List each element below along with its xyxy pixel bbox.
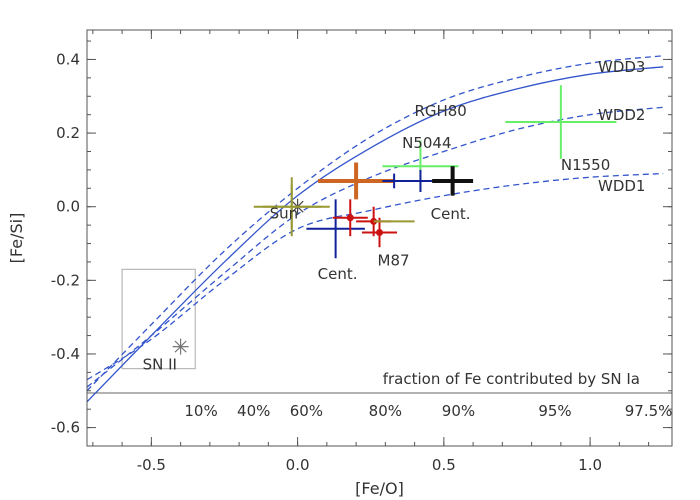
data-point-8 xyxy=(432,166,474,196)
x-tick-label-4: 1.0 xyxy=(578,456,602,474)
fraction-tick-2: 40% xyxy=(237,402,270,420)
point-label-4: N5044 xyxy=(402,134,451,152)
y-tick-label-2: -0.4 xyxy=(51,345,80,363)
point-label-5: RGH80 xyxy=(414,102,466,120)
curve-label-wdd2: WDD2 xyxy=(598,106,645,124)
annotations: Sun N5044 RGH80 Cent. N1550 Cent. M87 SN II WDD3… xyxy=(143,58,673,420)
point-label-8: Cent. xyxy=(431,205,471,223)
fraction-tick-5: 90% xyxy=(442,402,475,420)
fraction-tick-4: 80% xyxy=(369,402,402,420)
x-tick-label-2: 0.0 xyxy=(286,456,310,474)
x-tick-label-3: 0.5 xyxy=(432,456,456,474)
y-tick-label-6: 0.4 xyxy=(56,50,80,68)
dot-marker xyxy=(376,228,383,236)
data-point-3 xyxy=(262,177,321,237)
sn-ii-box xyxy=(121,268,196,370)
point-label-13: M87 xyxy=(378,251,410,269)
model-curve-3 xyxy=(87,106,664,388)
model-curve-1 xyxy=(87,66,664,403)
star-marker-stroke xyxy=(174,340,187,353)
model-curves xyxy=(87,55,664,403)
point-label-15: SN II xyxy=(143,356,177,374)
axes: -0.5 0.0 0.5 1.0 -0.6 -0.4 -0.2 0.0 0.2 0.4 [Fe/O]… xyxy=(7,29,673,498)
fraction-tick-6: 95% xyxy=(538,402,571,420)
data-points xyxy=(172,85,617,355)
plot-frame xyxy=(86,29,673,447)
data-point-11 xyxy=(332,199,368,237)
y-axis-title: [Fe/Si] xyxy=(7,213,26,264)
point-label-1: Sun xyxy=(270,205,299,223)
data-point-13 xyxy=(361,217,398,248)
fraction-tick-7: 97.5% xyxy=(625,402,673,420)
data-point-10 xyxy=(306,199,365,259)
x-tick-label-1: -0.5 xyxy=(137,456,166,474)
y-tick-label-1: -0.6 xyxy=(51,419,80,437)
curve-label-wdd1: WDD1 xyxy=(598,177,645,195)
plot-area xyxy=(87,268,672,394)
data-point-4 xyxy=(318,162,395,200)
point-label-9: N1550 xyxy=(561,156,610,174)
point-label-10: Cent. xyxy=(318,265,358,283)
y-tick-label-5: 0.2 xyxy=(56,124,80,142)
model-curve-2 xyxy=(87,55,664,392)
data-point-15 xyxy=(172,338,189,355)
fraction-tick-1: 10% xyxy=(184,402,217,420)
y-tick-label-4: 0.0 xyxy=(56,198,80,216)
data-point-9 xyxy=(505,85,617,159)
data-point-7 xyxy=(385,173,403,189)
fraction-tick-3: 60% xyxy=(290,402,323,420)
dot-marker xyxy=(346,214,354,222)
curve-label-wdd3: WDD3 xyxy=(598,58,645,76)
x-axis-title: [Fe/O] xyxy=(355,479,404,498)
y-tick-label-3: -0.2 xyxy=(51,271,80,289)
fraction-caption: fraction of Fe contributed by SN Ia xyxy=(383,370,640,388)
model-curve-4 xyxy=(87,172,664,381)
